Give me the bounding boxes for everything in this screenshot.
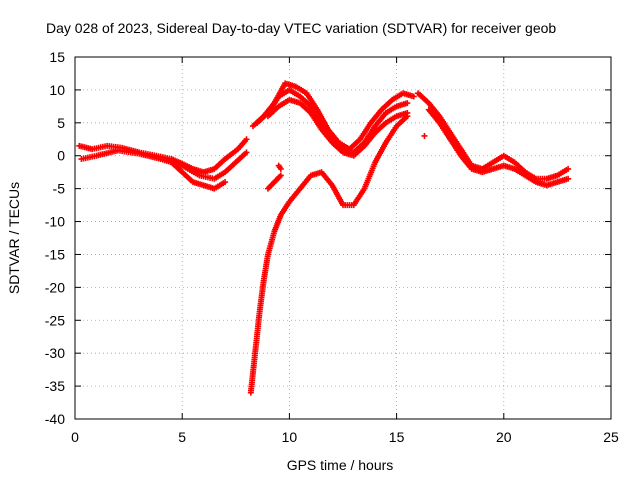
y-axis-ticks: 15 10 5 0 -5 -10 -15 -20 -25 -30 -35 -40 bbox=[45, 49, 611, 427]
series-track-12 bbox=[421, 132, 428, 139]
x-tick-label: 0 bbox=[71, 429, 79, 445]
series-track-11 bbox=[425, 106, 572, 189]
x-tick-label: 25 bbox=[603, 429, 619, 445]
y-tick-label: -15 bbox=[45, 246, 65, 262]
x-axis-ticks: 0 5 10 15 20 25 bbox=[71, 57, 619, 445]
data-point bbox=[421, 132, 428, 139]
y-tick-label: -20 bbox=[45, 279, 65, 295]
data-point bbox=[277, 165, 284, 172]
y-tick-label: 15 bbox=[49, 49, 65, 65]
x-tick-label: 15 bbox=[389, 429, 405, 445]
x-tick-label: 20 bbox=[496, 429, 512, 445]
series-track-3 bbox=[168, 159, 229, 192]
chart-title: Day 028 of 2023, Sidereal Day-to-day VTE… bbox=[46, 20, 556, 36]
data-point bbox=[565, 165, 572, 172]
data-points bbox=[76, 80, 572, 396]
y-tick-label: -5 bbox=[53, 181, 66, 197]
x-tick-label: 5 bbox=[178, 429, 186, 445]
x-tick-label: 10 bbox=[282, 429, 298, 445]
x-axis-label: GPS time / hours bbox=[287, 457, 394, 473]
y-tick-label: -35 bbox=[45, 378, 65, 394]
y-tick-label: 0 bbox=[57, 148, 65, 164]
data-point bbox=[222, 179, 229, 186]
y-tick-label: -25 bbox=[45, 312, 65, 328]
series-track-2 bbox=[78, 147, 250, 182]
series-track-6 bbox=[264, 96, 411, 159]
y-axis-label: SDTVAR / TECUs bbox=[6, 182, 22, 294]
y-tick-label: -10 bbox=[45, 214, 65, 230]
data-point bbox=[277, 172, 284, 179]
y-tick-label: 10 bbox=[49, 82, 65, 98]
series-track-9 bbox=[275, 162, 284, 172]
data-point bbox=[565, 175, 572, 182]
data-point bbox=[410, 93, 417, 100]
plot-frame bbox=[74, 56, 612, 420]
data-point bbox=[243, 136, 250, 143]
y-tick-label: -40 bbox=[45, 411, 65, 427]
data-point bbox=[243, 149, 250, 156]
grid-lines bbox=[75, 57, 611, 419]
y-tick-label: -30 bbox=[45, 345, 65, 361]
series-track-8 bbox=[264, 172, 284, 192]
y-tick-label: 5 bbox=[57, 115, 65, 131]
data-point bbox=[404, 113, 411, 120]
series-track-7 bbox=[247, 113, 411, 396]
data-point bbox=[404, 100, 411, 107]
